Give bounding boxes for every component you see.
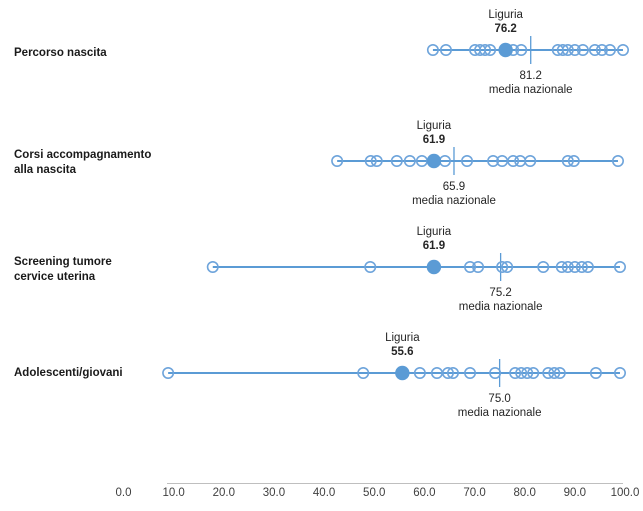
row-label-line: Corsi accompagnamento xyxy=(14,149,152,161)
media-annotation-2: 75.2 media nazionale xyxy=(459,286,543,314)
row-label-line: Adolescenti/giovani xyxy=(14,367,123,379)
row-label-line: cervice uterina xyxy=(14,271,96,283)
axis-tick-label: 80.0 xyxy=(513,487,536,499)
axis-tick-label: 0.0 xyxy=(115,487,132,499)
axis-tick-label: 40.0 xyxy=(312,487,336,499)
liguria-annotation-2: Liguria 61.9 xyxy=(417,225,452,253)
media-value: 65.9 xyxy=(442,181,466,193)
liguria-value: 76.2 xyxy=(494,23,517,35)
liguria-annotation-3: Liguria 55.6 xyxy=(385,331,420,359)
axis-tick-label: 50.0 xyxy=(363,487,386,499)
media-annotation-1: 65.9 media nazionale xyxy=(412,180,496,208)
media-caption: media nazionale xyxy=(412,195,496,207)
axis-tick-label: 70.0 xyxy=(463,487,486,499)
media-value: 81.2 xyxy=(519,70,542,82)
liguria-label: Liguria xyxy=(416,120,452,132)
liguria-value: 55.6 xyxy=(391,346,414,358)
axis-tick-label: 100.0 xyxy=(610,487,640,499)
media-value: 75.2 xyxy=(489,287,512,299)
row-label-line: Screening tumore xyxy=(14,256,112,268)
axis-tick-label: 60.0 xyxy=(413,487,436,499)
liguria-annotation-1: Liguria 61.9 xyxy=(417,119,452,147)
row-label-adolescenti-giovani: Adolescenti/giovani xyxy=(14,366,123,381)
liguria-label: Liguria xyxy=(385,332,420,344)
liguria-value: 61.9 xyxy=(422,240,446,252)
media-annotation-3: 75.0 media nazionale xyxy=(458,392,542,420)
axis-tick-label: 90.0 xyxy=(563,487,587,499)
liguria-value: 61.9 xyxy=(422,134,446,146)
liguria-label: Liguria xyxy=(416,226,452,238)
media-annotation-0: 81.2 media nazionale xyxy=(489,69,573,97)
axis-tick-label: 10.0 xyxy=(162,487,185,499)
axis-tick-label: 30.0 xyxy=(262,487,286,499)
liguria-annotation-0: Liguria 76.2 xyxy=(488,8,523,36)
media-caption: media nazionale xyxy=(458,301,543,313)
media-value: 75.0 xyxy=(488,393,511,405)
row-label-line: alla nascita xyxy=(14,164,77,176)
row-label-line: Percorso nascita xyxy=(14,47,107,59)
liguria-label: Liguria xyxy=(488,9,523,21)
x-axis: 0.0 10.0 20.0 30.0 40.0 50.0 60.0 70.0 80.0 90.0 1… xyxy=(0,487,643,503)
media-caption: media nazionale xyxy=(457,407,542,419)
axis-tick-label: 20.0 xyxy=(212,487,235,499)
row-label-screening-tumore: Screening tumore cervice uterina xyxy=(14,255,112,285)
row-label-corsi-accompagnamento: Corsi accompagnamento alla nascita xyxy=(14,148,151,178)
row-label-percorso-nascita: Percorso nascita xyxy=(14,46,107,61)
media-caption: media nazionale xyxy=(488,84,573,96)
